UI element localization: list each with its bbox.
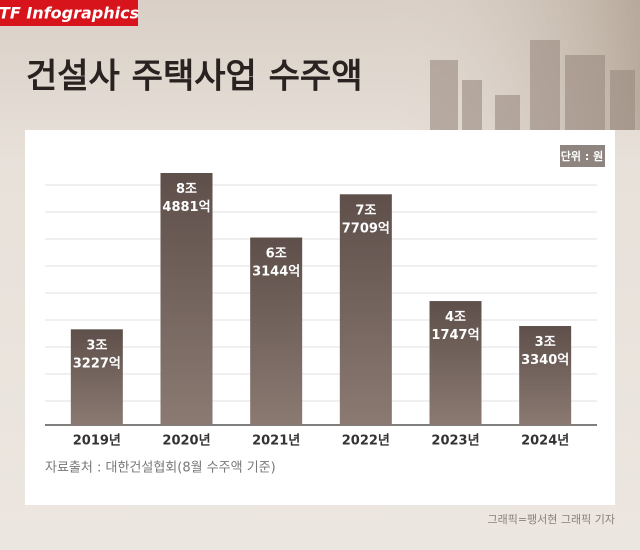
x-tick-label: 2022년 <box>342 434 390 449</box>
bar <box>339 194 392 425</box>
bar <box>160 173 213 425</box>
credit: 그래픽=팽서현 그래픽 기자 <box>487 513 615 526</box>
value-label: 6조 3144억 <box>252 246 300 279</box>
value-label: 3조 3227억 <box>73 338 121 371</box>
grid <box>45 184 597 402</box>
panel <box>25 130 615 505</box>
unit-note: 단위 : 원 <box>561 149 603 163</box>
bar <box>250 237 303 425</box>
x-tick-label: 2024년 <box>521 434 569 449</box>
chart-title: 건설사 주택사업 수주액 <box>26 57 362 97</box>
x-tick-label: 2023년 <box>431 434 479 449</box>
x-tick-label: 2020년 <box>162 434 210 449</box>
x-tick-label: 2021년 <box>252 434 300 449</box>
bar <box>70 329 123 425</box>
value-label: 8조 4881억 <box>162 182 210 215</box>
x-tick-label: 2019년 <box>73 434 121 449</box>
bar <box>519 326 572 425</box>
bar <box>429 301 482 425</box>
unit-badge <box>560 145 605 167</box>
brand-badge <box>0 0 138 26</box>
brand: TF Infographics <box>0 4 139 23</box>
buildings <box>430 40 635 130</box>
value-label: 4조 1747억 <box>431 310 479 343</box>
source: 자료출처 : 대한건설협회(8월 수주액 기준) <box>45 461 276 476</box>
value-label: 3조 3340억 <box>521 335 569 368</box>
value-label: 7조 7709억 <box>342 203 390 236</box>
